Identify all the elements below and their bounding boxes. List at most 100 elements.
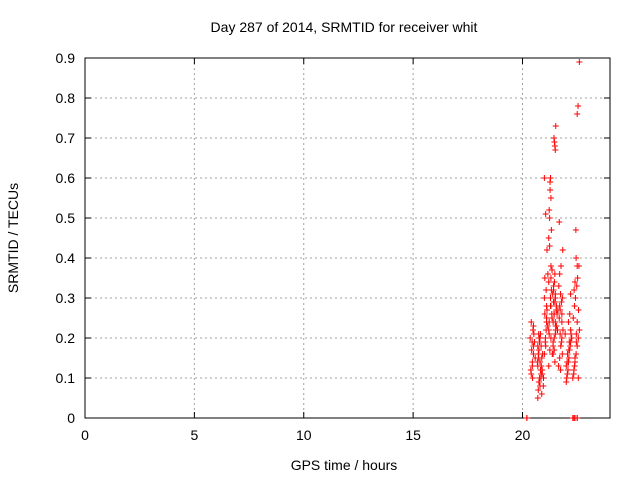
data-point xyxy=(572,279,578,285)
data-point xyxy=(571,287,578,293)
data-point xyxy=(559,295,566,301)
x-tick-label: 5 xyxy=(190,427,198,443)
data-point xyxy=(545,327,552,333)
data-point xyxy=(570,371,577,377)
data-point xyxy=(563,363,570,369)
data-point xyxy=(538,363,545,369)
grid-lines xyxy=(85,58,610,418)
chart-title: Day 287 of 2014, SRMTID for receiver whi… xyxy=(211,19,478,35)
data-point xyxy=(564,371,571,377)
data-point xyxy=(574,319,581,325)
data-point xyxy=(549,291,556,297)
data-point xyxy=(575,375,582,381)
y-tick-label: 0.4 xyxy=(56,250,76,266)
data-point xyxy=(544,323,551,329)
data-point xyxy=(545,279,552,285)
data-point xyxy=(540,375,547,381)
data-point xyxy=(535,331,542,337)
x-tick-label: 0 xyxy=(81,427,89,443)
data-point xyxy=(544,271,551,277)
data-point xyxy=(535,351,542,357)
x-tick-label: 10 xyxy=(296,427,312,443)
data-point xyxy=(551,359,558,365)
data-point xyxy=(565,347,572,353)
x-tick-label: 15 xyxy=(405,427,421,443)
data-point xyxy=(576,327,583,333)
data-point xyxy=(572,295,579,301)
data-point xyxy=(550,351,557,357)
data-point xyxy=(547,175,554,181)
data-point xyxy=(551,347,558,353)
data-point xyxy=(534,343,541,349)
data-point xyxy=(551,299,558,305)
data-point xyxy=(567,327,574,333)
data-point xyxy=(576,59,583,65)
data-point xyxy=(554,311,561,317)
data-point xyxy=(546,207,553,213)
data-point xyxy=(541,175,548,181)
data-point xyxy=(547,275,554,281)
data-point xyxy=(556,355,563,361)
data-point xyxy=(528,347,535,353)
data-point xyxy=(557,343,564,349)
data-point xyxy=(574,275,581,281)
y-tick-label: 0.1 xyxy=(56,370,76,386)
data-point xyxy=(527,335,534,341)
y-tick-label: 0 xyxy=(67,410,75,426)
data-point xyxy=(542,211,549,217)
data-point xyxy=(529,375,536,381)
data-point xyxy=(542,339,549,345)
data-point xyxy=(562,331,569,337)
data-point xyxy=(541,351,548,357)
data-point xyxy=(554,307,561,313)
y-tick-label: 0.2 xyxy=(56,330,76,346)
data-point xyxy=(540,383,547,389)
y-tick-label: 0.9 xyxy=(56,50,76,66)
data-point xyxy=(559,351,566,357)
data-point xyxy=(547,263,554,269)
data-point xyxy=(559,327,566,333)
data-point xyxy=(551,335,558,341)
data-point xyxy=(572,355,578,361)
data-point xyxy=(541,311,548,317)
data-point xyxy=(535,387,542,393)
data-point xyxy=(575,307,582,313)
data-point xyxy=(568,335,575,341)
data-point xyxy=(527,367,534,373)
data-point xyxy=(556,315,563,321)
data-point xyxy=(547,187,554,193)
data-point xyxy=(529,363,536,369)
data-point xyxy=(574,343,581,349)
data-point xyxy=(571,363,578,369)
scatter-series xyxy=(523,59,583,421)
data-point xyxy=(557,291,564,297)
data-point xyxy=(558,299,565,305)
data-point xyxy=(551,135,557,141)
data-point xyxy=(550,319,557,325)
data-point xyxy=(563,375,570,381)
data-point xyxy=(541,295,548,301)
data-point xyxy=(544,247,550,253)
data-point xyxy=(559,247,566,253)
data-point xyxy=(567,343,574,349)
data-point xyxy=(569,375,576,381)
data-point xyxy=(550,339,557,345)
data-point xyxy=(529,339,536,345)
data-point xyxy=(552,331,559,337)
data-point xyxy=(551,143,558,149)
data-point xyxy=(573,331,580,337)
data-point xyxy=(573,283,580,289)
data-point xyxy=(575,103,582,109)
data-point xyxy=(551,279,558,285)
y-tick-label: 0.7 xyxy=(56,130,76,146)
data-point xyxy=(539,371,546,377)
data-point xyxy=(573,339,580,345)
data-point xyxy=(565,367,571,373)
data-point xyxy=(557,367,564,373)
data-point xyxy=(534,359,541,365)
x-axis-label: GPS time / hours xyxy=(291,457,398,473)
data-point xyxy=(549,315,556,321)
data-point xyxy=(566,339,573,345)
data-point xyxy=(556,303,563,309)
